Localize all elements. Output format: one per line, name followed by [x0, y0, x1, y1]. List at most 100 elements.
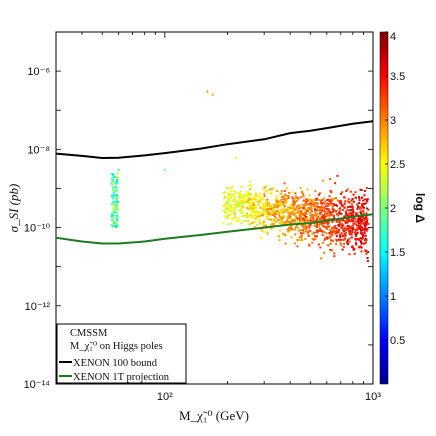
scatter-point: [324, 207, 327, 210]
scatter-point: [296, 245, 299, 248]
scatter-point: [314, 208, 316, 211]
scatter-point: [335, 243, 337, 246]
scatter-point: [238, 204, 241, 206]
scatter-point: [247, 201, 250, 204]
scatter-point: [321, 231, 324, 234]
scatter-point: [320, 204, 323, 207]
scatter-point: [264, 208, 267, 211]
scatter-point: [333, 204, 336, 207]
scatter-point: [319, 211, 322, 214]
scatter-point: [297, 210, 300, 212]
scatter-point: [295, 200, 298, 202]
scatter-point: [324, 237, 327, 240]
scatter-point: [250, 211, 253, 213]
scatter-point: [325, 225, 328, 228]
scatter-point: [340, 226, 343, 229]
scatter-point: [352, 193, 355, 196]
scatter-point: [281, 209, 284, 212]
scatter-point: [233, 210, 236, 213]
scatter-point: [263, 224, 266, 227]
scatter-point: [249, 197, 252, 200]
scatter-point: [342, 219, 345, 222]
scatter-point: [347, 243, 350, 245]
scatter-point: [293, 198, 296, 200]
scatter-point: [241, 210, 244, 213]
scatter-point: [318, 198, 321, 201]
scatter-point: [314, 238, 317, 241]
scatter-point: [348, 237, 351, 240]
scatter-point: [366, 260, 369, 263]
scatter-point: [356, 232, 359, 235]
scatter-point: [302, 195, 305, 198]
scatter-point: [358, 239, 361, 241]
scatter-point: [359, 210, 362, 213]
scatter-point: [364, 225, 366, 228]
scatter-point: [321, 202, 324, 205]
scatter-point: [267, 208, 270, 211]
scatter-point: [347, 206, 349, 208]
scatter-point: [319, 212, 322, 215]
scatter-point: [352, 208, 354, 211]
y-tick-label: 10⁻¹⁰: [24, 223, 51, 235]
y-tick-label: 10⁻¹²: [25, 301, 51, 313]
scatter-point: [298, 216, 301, 219]
scatter-point: [339, 234, 342, 237]
scatter-point: [323, 251, 326, 254]
y-axis-label: σ_SI (pb): [6, 184, 21, 233]
scatter-point: [114, 200, 117, 203]
scatter-point: [345, 212, 348, 215]
scatter-point: [309, 230, 312, 233]
scatter-point: [335, 235, 338, 238]
scatter-point: [114, 223, 117, 226]
scatter-point: [351, 213, 354, 216]
scatter-point: [117, 168, 120, 171]
scatter-point: [357, 216, 360, 219]
scatter-point: [307, 219, 310, 222]
scatter-point: [275, 210, 278, 213]
scatter-point: [318, 224, 320, 227]
scatter-point: [339, 222, 341, 225]
scatter-point: [254, 214, 257, 217]
scatter-point: [112, 225, 114, 228]
scatter-point: [324, 200, 327, 203]
scatter-point: [326, 204, 329, 207]
scatter-point: [360, 231, 363, 234]
scatter-point: [365, 229, 368, 232]
scatter-point: [115, 180, 118, 182]
scatter-point: [364, 228, 367, 231]
scatter-point: [112, 202, 115, 205]
scatter-point: [352, 206, 354, 208]
scatter-point: [116, 176, 119, 179]
scatter-point: [291, 196, 294, 198]
scatter-point: [359, 220, 362, 223]
scatter-point: [287, 207, 290, 210]
scatter-point: [323, 221, 326, 224]
scatter-point: [257, 203, 260, 206]
scatter-point: [341, 191, 344, 194]
scatter-point: [231, 186, 233, 189]
scatter-point: [251, 208, 254, 211]
scatter-point: [358, 197, 361, 200]
scatter-point: [347, 198, 350, 201]
scatter-point: [338, 211, 341, 214]
scatter-point: [254, 217, 257, 220]
scatter-point: [251, 206, 254, 209]
scatter-point: [267, 218, 270, 221]
scatter-point: [331, 220, 334, 223]
scatter-point: [343, 238, 346, 241]
scatter-point: [327, 208, 330, 211]
scatter-point: [254, 208, 257, 211]
scatter-point: [308, 203, 311, 206]
scatter-point: [291, 211, 293, 214]
scatter-point: [330, 239, 333, 242]
scatter-point: [110, 193, 113, 196]
scatter-point: [242, 194, 245, 196]
scatter-point: [244, 201, 247, 204]
scatter-point: [358, 199, 361, 202]
scatter-point: [365, 217, 368, 220]
scatter-point: [277, 209, 280, 212]
scatter-point: [283, 216, 285, 219]
colorbar-tick-label: 0.5: [390, 335, 405, 347]
scatter-point: [111, 195, 114, 198]
scatter-point: [243, 199, 246, 201]
